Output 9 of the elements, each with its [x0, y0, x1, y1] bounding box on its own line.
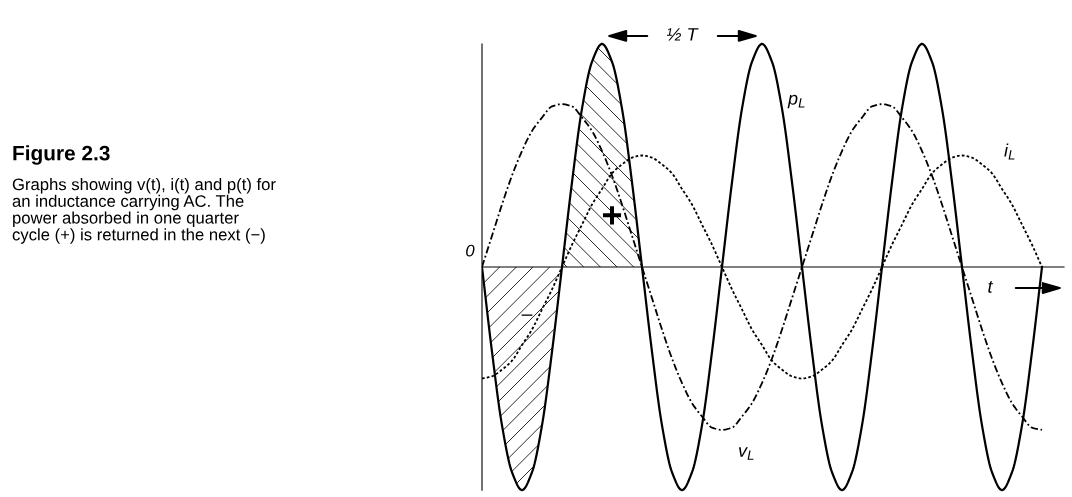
text: 0	[466, 244, 475, 257]
text: ½ T	[666, 28, 699, 41]
text: Figure 2.3	[13, 145, 110, 165]
annotation: t	[988, 281, 994, 293]
series-label: p$_{L}$	[787, 94, 805, 109]
series-label: v$_{L}$	[738, 447, 754, 460]
text: Graphs showing v(t), i(t) and p(t) for an inductance carrying AC. The power absorbed in one quarter cycle (+) is returned in the next (−)	[12, 178, 276, 244]
annotation: –	[521, 314, 533, 316]
series-label: i$_{L}$	[1004, 143, 1015, 160]
